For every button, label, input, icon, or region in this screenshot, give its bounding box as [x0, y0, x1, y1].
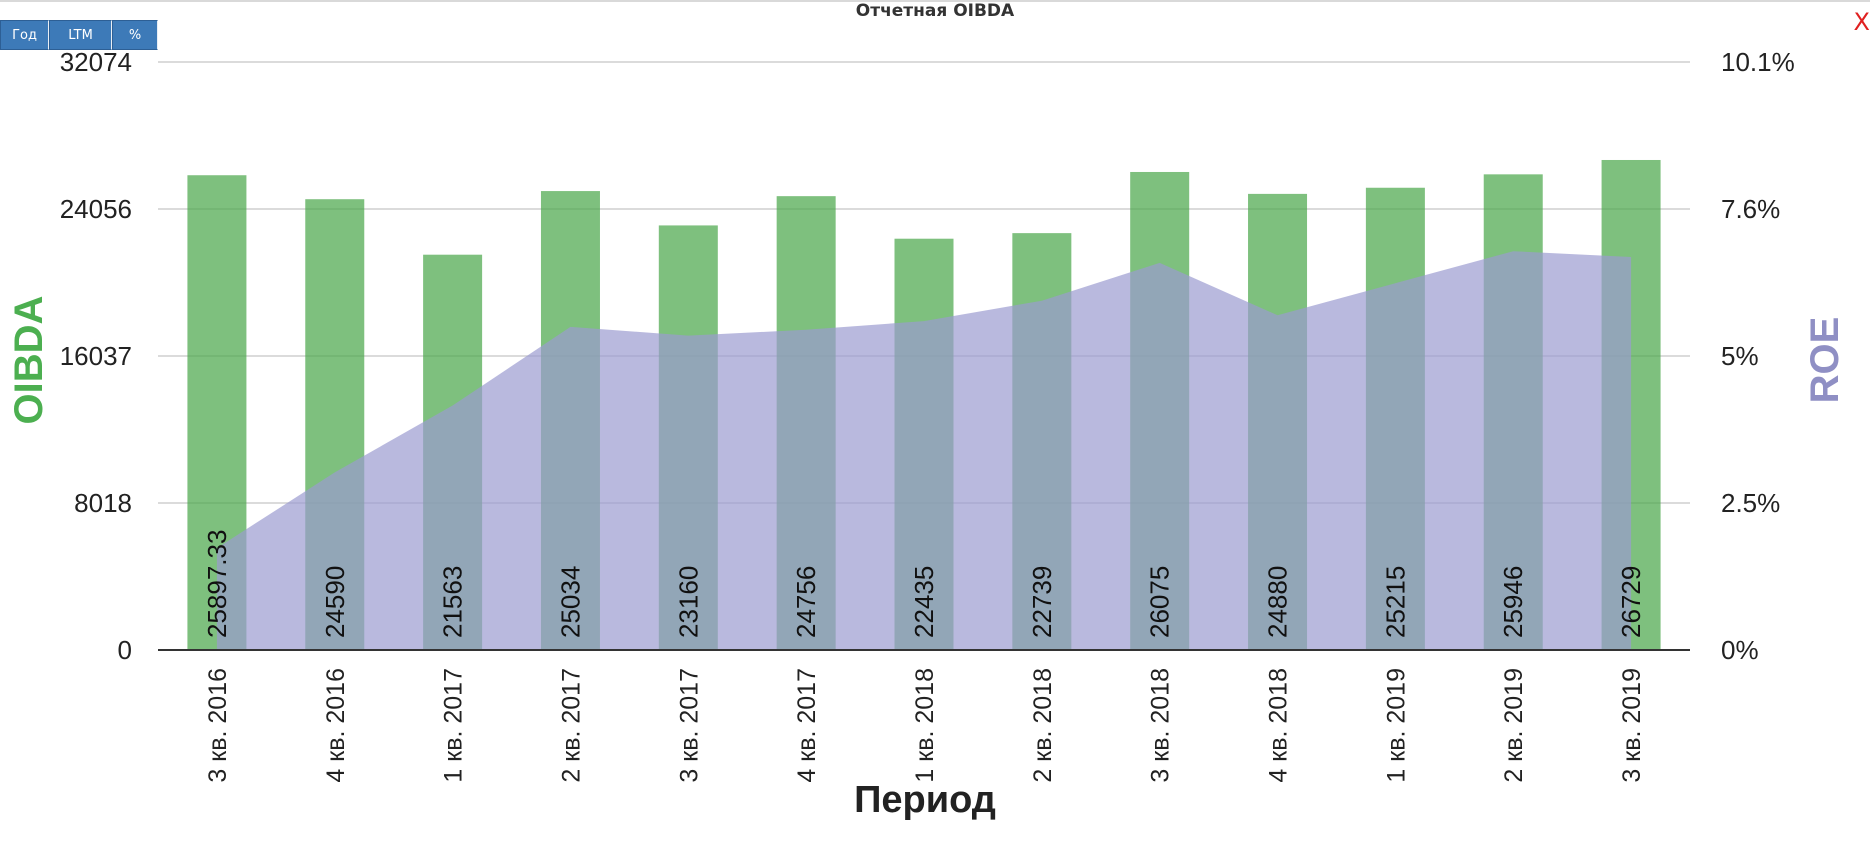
x-axis-ticks: 3 кв. 2016 4 кв. 2016 1 кв. 2017 2 кв. 2017… [204, 668, 1646, 783]
left-axis-tick: 8018 [74, 488, 132, 518]
bar-value-label: 25215 [1380, 566, 1410, 638]
bar-value-label: 23160 [673, 566, 703, 638]
x-axis-tick: 3 кв. 2017 [675, 668, 703, 783]
bar-value-label: 24590 [320, 566, 350, 638]
left-axis-tick: 16037 [60, 341, 132, 371]
bar-value-labels: 25897.33 24590 21563 25034 23160 24756 22435 22… [202, 530, 1646, 638]
right-axis-ticks: 10.1% 7.6% 5% 2.5% 0% [1721, 47, 1795, 665]
close-icon[interactable]: X [1853, 8, 1870, 36]
bar-value-label: 26075 [1145, 566, 1175, 638]
ltm-button[interactable]: LTM [49, 20, 112, 50]
x-axis-tick: 2 кв. 2017 [557, 668, 585, 783]
bar-value-label: 25897.33 [202, 530, 232, 638]
roe-area [216, 251, 1632, 650]
left-axis-tick: 32074 [60, 47, 132, 77]
bar-value-label: 24756 [791, 566, 821, 638]
bar-value-label: 22435 [909, 566, 939, 638]
left-axis-ticks: 32074 24056 16037 8018 0 [60, 47, 132, 665]
roe-area-shape [216, 251, 1632, 650]
right-axis-tick: 5% [1721, 341, 1759, 371]
left-axis-label: OIBDA [7, 296, 51, 425]
bar-value-label: 22739 [1027, 566, 1057, 638]
year-button[interactable]: Год [0, 20, 49, 50]
right-axis-tick: 10.1% [1721, 47, 1795, 77]
x-axis-tick: 2 кв. 2019 [1500, 668, 1528, 783]
x-axis-tick: 2 кв. 2018 [1029, 668, 1057, 783]
x-axis-tick: 1 кв. 2018 [911, 668, 939, 783]
x-axis-tick: 1 кв. 2019 [1382, 668, 1410, 783]
percent-button[interactable]: % [112, 20, 158, 50]
x-axis-tick: 4 кв. 2018 [1265, 668, 1293, 783]
right-axis-tick: 0% [1721, 635, 1759, 665]
period-toggle-group: Год LTM % [0, 20, 158, 50]
top-border [0, 0, 1870, 2]
chart-title: Отчетная OIBDA [855, 1, 1015, 21]
bar-value-label: 24880 [1263, 566, 1293, 638]
bar-value-label: 21563 [438, 566, 468, 638]
left-axis-tick: 0 [118, 635, 132, 665]
bar-value-label: 25946 [1498, 566, 1528, 638]
right-axis-label: ROE [1803, 317, 1847, 404]
right-axis-tick: 7.6% [1721, 194, 1780, 224]
x-axis-tick: 1 кв. 2017 [440, 668, 468, 783]
right-axis-tick: 2.5% [1721, 488, 1780, 518]
x-axis-tick: 3 кв. 2019 [1618, 668, 1646, 783]
x-axis-tick: 3 кв. 2018 [1147, 668, 1175, 783]
x-axis-label: Период [854, 779, 996, 821]
x-axis-tick: 4 кв. 2017 [793, 668, 821, 783]
bar-value-label: 25034 [555, 566, 585, 638]
x-axis-tick: 3 кв. 2016 [204, 668, 232, 783]
left-axis-tick: 24056 [60, 194, 132, 224]
bar-value-label: 26729 [1616, 566, 1646, 638]
x-axis-tick: 4 кв. 2016 [322, 668, 350, 783]
